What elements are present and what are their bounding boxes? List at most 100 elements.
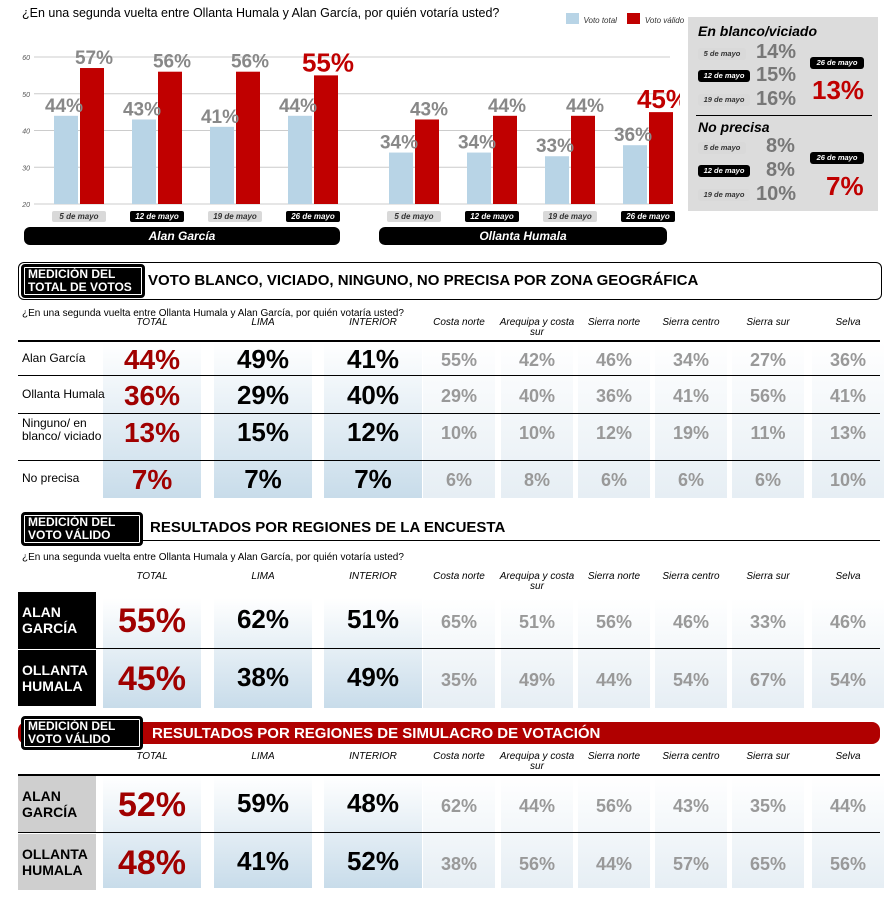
column-header: Arequipa y costa sur: [499, 751, 575, 772]
bar-valido: [314, 75, 338, 204]
column-header: Costa norte: [433, 317, 485, 328]
date-pill: 19 de mayo: [543, 211, 597, 222]
table-cell: 56%: [829, 854, 867, 874]
data-label-valido: 56%: [231, 52, 269, 73]
y-tick-label: 40: [22, 129, 30, 136]
row-divider: [18, 375, 880, 376]
column-header: LIMA: [251, 317, 275, 328]
data-label-valido: 44%: [566, 96, 604, 117]
table-cell: 12%: [595, 423, 633, 443]
table-cell: 29%: [236, 380, 290, 410]
table-cell: 41%: [236, 846, 290, 876]
column-shade: [732, 598, 804, 708]
column-header: INTERIOR: [349, 317, 397, 328]
column-header: Arequipa y costa sur: [499, 571, 575, 592]
date-pill: 12 de mayo: [130, 211, 184, 222]
bar-total: [132, 119, 156, 204]
date-pill: 26 de mayo: [286, 211, 340, 222]
table-cell: 44%: [518, 796, 556, 816]
section1-title: VOTO BLANCO, VICIADO, NINGUNO, NO PRECIS…: [148, 272, 699, 289]
table-cell: 10%: [518, 423, 556, 443]
row-label: No precisa: [22, 471, 80, 485]
sidebox-blanco-latest-date: 26 de mayo: [810, 57, 864, 69]
table-cell: 51%: [346, 604, 400, 634]
sidebox-noprecisa-latest-value: 7%: [826, 171, 864, 201]
row-divider: [18, 413, 880, 414]
table-cell: 41%: [829, 386, 867, 406]
data-label-valido: 44%: [488, 96, 526, 117]
table-cell: 49%: [518, 670, 556, 690]
column-shade: [103, 342, 201, 498]
candidate-label: ALAN GARCÍA: [18, 592, 96, 648]
section3-badge: MEDICIÓN DEL VOTO VÁLIDO: [21, 716, 143, 750]
table-cell: 36%: [595, 386, 633, 406]
chart-question: ¿En una segunda vuelta entre Ollanta Hum…: [22, 6, 500, 20]
table-top-rule: [18, 774, 880, 776]
table-cell: 65%: [440, 612, 478, 632]
data-label-valido: 43%: [410, 99, 448, 120]
section2-title: RESULTADOS POR REGIONES DE LA ENCUESTA: [150, 519, 506, 536]
table-cell: 15%: [236, 417, 290, 447]
section1-badge-text: MEDICIÓN DEL TOTAL DE VOTOS: [28, 267, 132, 294]
row-divider: [18, 648, 880, 649]
table-cell: 55%: [117, 602, 187, 640]
table-cell: 41%: [672, 386, 710, 406]
column-header: INTERIOR: [349, 571, 397, 582]
table-cell: 40%: [518, 386, 556, 406]
column-shade: [214, 342, 312, 498]
column-header: TOTAL: [136, 317, 168, 328]
column-header: Sierra centro: [662, 571, 720, 582]
column-header: TOTAL: [136, 751, 168, 762]
table-cell: 55%: [440, 350, 478, 370]
column-shade: [423, 342, 495, 498]
table-cell: 59%: [236, 788, 290, 818]
row-label: Ollanta Humala: [22, 387, 105, 401]
column-shade: [655, 598, 727, 708]
legend-label-valido: Voto válido: [644, 16, 685, 25]
column-shade: [812, 598, 884, 708]
sidebox-blanco-title: En blanco/viciado: [698, 23, 818, 39]
column-header: Costa norte: [433, 751, 485, 762]
data-label-total: 34%: [380, 133, 418, 154]
table-cell: 33%: [749, 612, 787, 632]
table-cell: 13%: [123, 417, 181, 448]
column-shade: [732, 342, 804, 498]
table-cell: 13%: [829, 423, 867, 443]
table-cell: 41%: [346, 344, 400, 374]
table-cell: 29%: [440, 386, 478, 406]
column-header: Sierra norte: [587, 571, 641, 582]
table-cell: 36%: [829, 350, 867, 370]
table-cell: 52%: [117, 786, 187, 824]
data-label-total: 36%: [614, 125, 652, 146]
table-cell: 19%: [672, 423, 710, 443]
table-cell: 48%: [346, 788, 400, 818]
column-header: Sierra sur: [746, 751, 790, 762]
table-cell: 44%: [829, 796, 867, 816]
y-tick-label: 30: [22, 165, 30, 172]
date-pill: 5 de mayo: [387, 211, 441, 222]
column-shade: [103, 598, 201, 708]
data-label-total: 44%: [279, 96, 317, 117]
y-tick-label: 50: [22, 92, 30, 99]
section3-title-bar: [18, 722, 880, 744]
table-cell: 6%: [754, 470, 781, 490]
column-shade: [812, 342, 884, 498]
sidebox-noprecisa-date-1: 5 de mayo: [698, 142, 746, 154]
column-shade: [324, 598, 422, 708]
table-cell: 57%: [672, 854, 710, 874]
data-label-total: 44%: [45, 96, 83, 117]
candidate-label: OLLANTA HUMALA: [18, 834, 96, 890]
row-label: Ninguno/ en blanco/ viciado: [22, 416, 102, 443]
table-cell: 8%: [523, 470, 550, 490]
bar-valido: [158, 71, 182, 204]
bar-total: [389, 152, 413, 204]
table-cell: 56%: [518, 854, 556, 874]
table-cell: 10%: [829, 470, 867, 490]
chart-legend: Voto total Voto válido: [566, 10, 684, 28]
table-cell: 7%: [354, 464, 392, 494]
sidebox-noprecisa-date-3: 19 de mayo: [698, 189, 750, 201]
section2-badge: MEDICIÓN DEL VOTO VÁLIDO: [21, 512, 143, 546]
data-label-total: 33%: [536, 136, 574, 157]
table-cell: 27%: [749, 350, 787, 370]
table-cell: 62%: [236, 604, 290, 634]
